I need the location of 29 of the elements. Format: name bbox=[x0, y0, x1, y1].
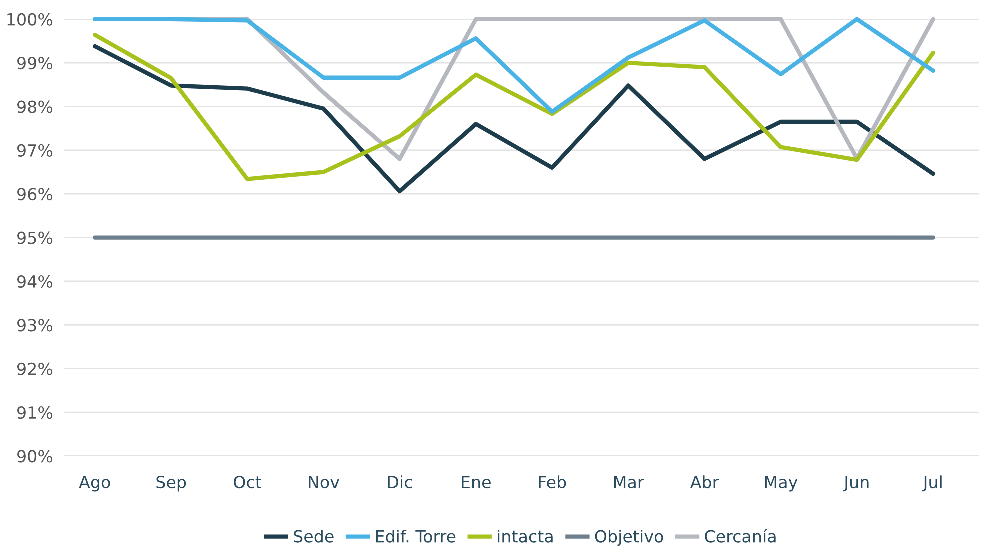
x-tick-label: Jun bbox=[843, 476, 869, 492]
x-tick-label: Oct bbox=[234, 476, 262, 489]
y-tick-label: 91% bbox=[18, 406, 53, 420]
x-tick-label: Abr bbox=[690, 476, 720, 489]
y-tick-label: 100% bbox=[8, 13, 53, 26]
y-tick-label: 90% bbox=[18, 450, 53, 463]
legend-label: Cercanía bbox=[705, 529, 776, 543]
legend-label: Sede bbox=[294, 530, 334, 543]
y-tick-label: 98% bbox=[18, 100, 53, 114]
y-tick-label: 99% bbox=[18, 57, 53, 70]
x-tick-label: Ago bbox=[79, 476, 110, 492]
x-tick-label: May bbox=[765, 476, 798, 492]
y-tick-label: 96% bbox=[18, 188, 53, 201]
y-tick-label: 93% bbox=[18, 319, 53, 332]
x-tick-label: Dic bbox=[388, 476, 412, 489]
y-tick-label: 95% bbox=[18, 232, 53, 244]
y-tick-label: 94% bbox=[18, 275, 53, 288]
legend-label: Edif. Torre bbox=[376, 530, 456, 543]
y-tick-label: 97% bbox=[18, 144, 53, 157]
x-tick-label: Nov bbox=[309, 476, 340, 489]
x-tick-label: Sep bbox=[156, 476, 186, 492]
legend-label: Objetivo bbox=[595, 530, 664, 546]
legend-label: intacta bbox=[498, 530, 553, 543]
x-tick-label: Feb bbox=[539, 476, 566, 489]
x-tick-label: Mar bbox=[614, 476, 644, 489]
x-tick-label: Ene bbox=[462, 476, 491, 489]
y-tick-label: 92% bbox=[18, 362, 53, 376]
line-series bbox=[93, 17, 936, 114]
x-tick-label: Jul bbox=[922, 476, 942, 492]
